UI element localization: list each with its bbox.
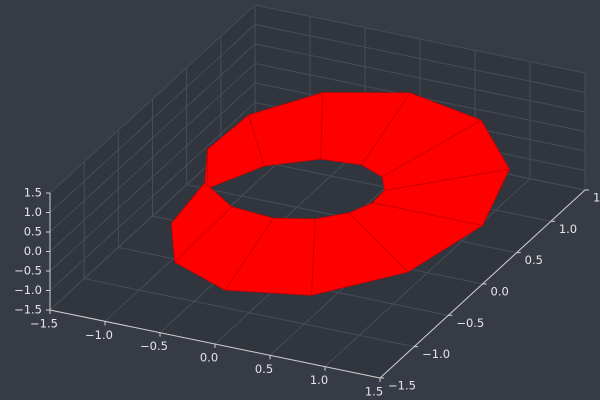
z-tick-label: −1.0 <box>14 283 42 297</box>
y-tick-label: −1.5 <box>388 379 416 393</box>
grid-line <box>254 24 586 93</box>
y-tick-label: −1.0 <box>422 347 450 361</box>
surface-patch <box>311 212 409 296</box>
y-tick-label: 0.0 <box>491 285 509 299</box>
z-tick-label: −1.5 <box>14 303 42 317</box>
grid-line <box>49 82 256 272</box>
x-tick-label: 0.0 <box>200 351 218 365</box>
x-tick-label: −0.5 <box>140 339 168 353</box>
grid-line <box>84 278 415 348</box>
surface <box>170 92 511 296</box>
axes: −1.5 −1.0 −0.5 0.0 0.5 1.0 1.5 −1.5 −1.0 −0.5 0.0 0… <box>14 186 600 399</box>
grid-line <box>49 102 256 291</box>
z-tick-label: 1.5 <box>24 186 42 200</box>
y-tick-label: 0.5 <box>525 253 543 267</box>
x-tick-label: −1.5 <box>30 317 58 331</box>
grid-line <box>49 4 256 194</box>
y-axis <box>379 189 586 379</box>
z-tick-label: 1.0 <box>24 205 42 219</box>
grid-line <box>254 43 586 113</box>
x-tick-label: 1.5 <box>365 385 383 399</box>
y-tick-label: −0.5 <box>456 316 484 330</box>
z-tick-label: −0.5 <box>14 264 42 278</box>
x-axis <box>49 309 381 379</box>
z-tick-label: 0.0 <box>24 244 42 258</box>
grid-line <box>49 43 256 233</box>
y-tick-label: 1.5 <box>593 191 600 205</box>
x-tick-label: −1.0 <box>85 328 113 342</box>
z-tick-label: 0.5 <box>24 225 42 239</box>
grid-line <box>254 4 586 74</box>
x-tick-label: 1.0 <box>310 373 328 387</box>
x-tick-label: 0.5 <box>255 362 273 376</box>
grid-line <box>49 63 256 252</box>
y-tick-label: 1.0 <box>559 222 577 236</box>
grid-line <box>49 24 256 213</box>
